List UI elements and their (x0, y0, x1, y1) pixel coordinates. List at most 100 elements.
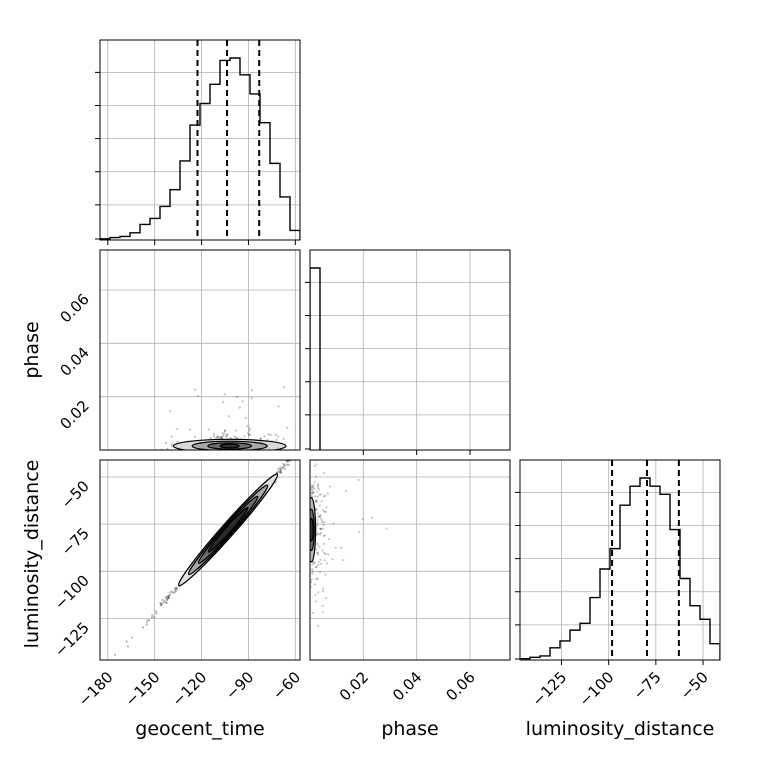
panel-phase-vs-geocent_time-content (100, 250, 300, 450)
scatter-point (326, 562, 329, 565)
scatter-point (282, 462, 285, 466)
scatter-point (370, 516, 373, 519)
panel-luminosity_distance-vs-geocent_time (99, 449, 302, 663)
scatter-point (282, 386, 286, 389)
scatter-point (188, 428, 192, 431)
panel-luminosity_distance-vs-phase-content (310, 453, 510, 660)
scatter-point (113, 661, 115, 663)
y-axis-label-phase: phase (21, 321, 43, 378)
scatter-point (315, 490, 319, 493)
y-tick-label: −125 (51, 619, 93, 661)
scatter-point (316, 486, 320, 489)
scatter-point (212, 435, 216, 438)
scatter-point (317, 515, 320, 518)
scatter-point (324, 573, 327, 576)
scatter-point (125, 640, 128, 643)
scatter-point (321, 604, 324, 608)
scatter-point (345, 489, 348, 493)
scatter-point (317, 532, 320, 535)
scatter-point (316, 521, 319, 524)
scatter-point (300, 449, 302, 451)
scatter-point (292, 456, 294, 458)
scatter-point (358, 530, 361, 533)
scatter-point (248, 433, 251, 436)
histogram-luminosity_distance (515, 459, 721, 665)
scatter-point (316, 453, 318, 455)
scatter-point (322, 523, 325, 526)
scatter-point (319, 527, 322, 531)
scatter-point (316, 524, 319, 527)
scatter-point (244, 416, 247, 420)
axes-frame (99, 39, 301, 241)
histogram-geocent_time-content (100, 40, 300, 240)
scatter-point (286, 426, 289, 429)
scatter-point (323, 510, 326, 513)
scatter-point (154, 610, 158, 613)
y-tick-label: −100 (51, 571, 93, 613)
scatter-point (316, 495, 319, 498)
scatter-point (209, 436, 212, 440)
scatter-point (312, 487, 316, 490)
scatter-point (317, 563, 320, 566)
scatter-point (317, 484, 320, 488)
scatter-point (243, 435, 246, 438)
scatter-point (161, 598, 164, 602)
scatter-point (169, 410, 172, 413)
scatter-point (196, 395, 199, 398)
scatter-point (322, 542, 325, 546)
scatter-point (225, 433, 229, 436)
scatter-point (173, 591, 176, 594)
scatter-point (212, 432, 215, 436)
y-tick-label: 0.04 (56, 343, 92, 379)
scatter-point (246, 424, 249, 428)
scatter-point (316, 518, 319, 522)
scatter-point (327, 537, 330, 541)
x-tick-label: 0.06 (442, 668, 478, 704)
scatter-point (248, 429, 251, 432)
scatter-point (162, 601, 166, 604)
scatter-point (276, 471, 279, 474)
scatter-point (277, 405, 280, 408)
scatter-point (321, 611, 325, 614)
scatter-point (316, 512, 319, 515)
scatter-point (320, 500, 323, 503)
scatter-point (160, 603, 163, 606)
scatter-point (317, 560, 320, 564)
scatter-point (285, 463, 288, 466)
axes-frame (309, 249, 511, 451)
scatter-point (331, 558, 334, 561)
histogram-steps (520, 477, 720, 660)
scatter-point (322, 472, 326, 475)
scatter-point (315, 548, 318, 551)
y-tick-label: 0.06 (56, 290, 92, 326)
scatter-point (385, 527, 388, 530)
scatter-point (313, 561, 316, 565)
scatter-point (274, 433, 277, 436)
scatter-point (167, 594, 170, 598)
scatter-point (314, 566, 317, 569)
scatter-point (250, 397, 253, 400)
scatter-point (263, 435, 266, 438)
x-tick-label: −120 (169, 668, 211, 710)
scatter-point (317, 553, 320, 556)
scatter-point (219, 436, 222, 439)
x-axis-label-luminosity_distance: luminosity_distance (526, 718, 715, 740)
scatter-point (279, 469, 282, 473)
scatter-point (167, 594, 170, 597)
histogram-phase (305, 249, 511, 455)
scatter-point (318, 515, 321, 518)
axes-frame (519, 459, 721, 661)
panel-luminosity_distance-vs-geocent_time-content (100, 449, 302, 663)
scatter-point (282, 465, 286, 468)
scatter-point (215, 436, 218, 440)
scatter-point (321, 590, 325, 593)
histogram-steps (310, 267, 321, 450)
scatter-point (223, 429, 226, 432)
scatter-point (321, 549, 324, 552)
scatter-point (323, 559, 326, 562)
y-tick-label: −50 (58, 477, 93, 512)
scatter-point (221, 432, 225, 435)
scatter-point (311, 492, 314, 495)
scatter-point (311, 490, 314, 494)
scatter-point (283, 467, 287, 471)
